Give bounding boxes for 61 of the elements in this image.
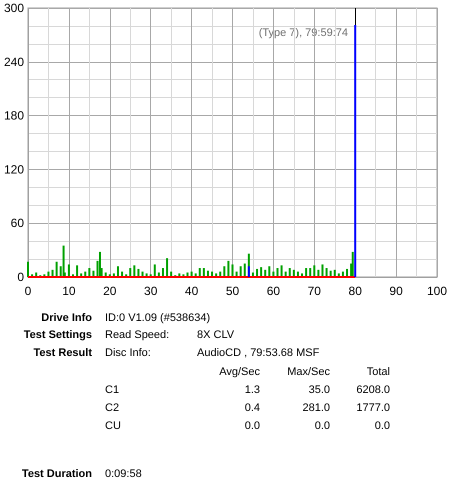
text: CU	[105, 420, 121, 432]
text: AudioCD , 79:53.68 MSF	[197, 347, 320, 359]
bar	[354, 25, 356, 277]
y-tick-label: 240	[4, 54, 24, 69]
bar	[321, 264, 324, 277]
text: 0.4	[244, 402, 260, 414]
bar	[166, 258, 168, 277]
text: ID:0 V1.09 (#538634)	[105, 312, 210, 324]
text: 0.0	[374, 420, 390, 432]
text: 35.0	[308, 384, 330, 396]
text: Max/Sec	[287, 366, 330, 378]
bar	[27, 262, 29, 277]
x-tick-label: 100	[426, 284, 448, 298]
bar	[56, 262, 58, 277]
bar	[268, 266, 270, 277]
bar	[248, 266, 250, 277]
text: 281.0	[302, 402, 330, 414]
text: C2	[105, 402, 120, 414]
bar	[232, 264, 234, 277]
y-tick-label: 300	[4, 1, 24, 15]
bar	[116, 266, 119, 277]
bar	[68, 264, 70, 277]
text: 0:09:58	[105, 468, 142, 480]
text: 1.3	[244, 384, 260, 396]
text: Total	[366, 366, 390, 378]
text: Disc Info:	[105, 347, 151, 359]
text: 0.0	[244, 420, 260, 432]
text: Read Speed:	[105, 329, 170, 341]
text: Drive Info	[41, 312, 92, 324]
bar	[280, 265, 283, 277]
text: Avg/Sec	[219, 366, 260, 378]
bar	[223, 266, 226, 277]
text: 6208.0	[356, 384, 390, 396]
x-tick-label: 10	[62, 284, 76, 298]
x-tick-label: 70	[308, 284, 322, 298]
y-tick-label: 180	[4, 108, 24, 123]
bar	[240, 266, 242, 277]
x-tick-label: 50	[226, 284, 240, 298]
bar	[76, 265, 78, 277]
bar	[227, 260, 230, 277]
y-tick-label: 0	[17, 270, 24, 284]
x-tick-label: 30	[144, 284, 158, 298]
bar	[313, 265, 316, 277]
text: 0.0	[314, 420, 330, 432]
y-tick-label: 60	[10, 216, 24, 230]
x-tick-label: 80	[348, 284, 362, 298]
x-tick-label: 60	[266, 284, 280, 298]
x-tick-label: 90	[389, 284, 404, 298]
bar	[133, 265, 136, 277]
text: Test Duration	[22, 468, 92, 480]
y-tick-label: 120	[4, 162, 24, 176]
bar	[154, 264, 156, 277]
bar	[244, 264, 246, 277]
x-tick-label: 20	[103, 284, 117, 298]
text: Test Result	[34, 347, 92, 359]
text: 8X CLV	[197, 329, 235, 341]
text: Test Settings	[24, 329, 92, 341]
bar	[352, 252, 354, 277]
x-tick-label: 40	[184, 284, 199, 298]
text: 1777.0	[356, 402, 390, 414]
text: C1	[105, 384, 120, 396]
